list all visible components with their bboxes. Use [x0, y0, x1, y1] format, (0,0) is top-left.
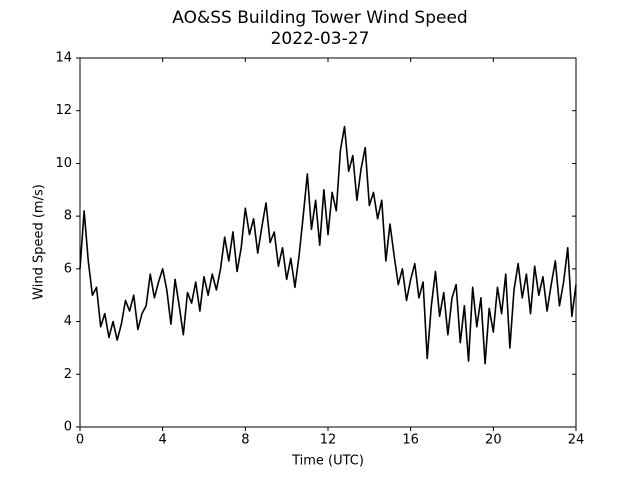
y-tick-label: 4	[64, 314, 72, 329]
y-tick-label: 0	[64, 420, 72, 435]
x-tick-label: 12	[320, 433, 337, 448]
x-tick-label: 8	[241, 433, 249, 448]
x-tick-label: 24	[568, 433, 585, 448]
wind-speed-line	[79, 125, 577, 365]
chart-subtitle: 2022-03-27	[271, 29, 370, 49]
chart-title: AO&SS Building Tower Wind Speed	[172, 8, 467, 28]
y-axis-label: Wind Speed (m/s)	[32, 184, 47, 300]
x-tick-label: 4	[159, 433, 167, 448]
y-tick-label: 8	[64, 209, 72, 224]
y-tick-label: 12	[55, 103, 72, 118]
y-tick-label: 2	[64, 367, 72, 382]
y-tick-label: 6	[64, 261, 72, 276]
y-tick-label: 10	[55, 156, 72, 171]
plot-frame	[79, 57, 577, 428]
x-tick-label: 16	[402, 433, 419, 448]
x-axis-label: Time (UTC)	[291, 454, 364, 469]
y-tick-label: 14	[55, 51, 72, 66]
x-tick-label: 0	[76, 433, 84, 448]
x-tick-label: 20	[485, 433, 502, 448]
